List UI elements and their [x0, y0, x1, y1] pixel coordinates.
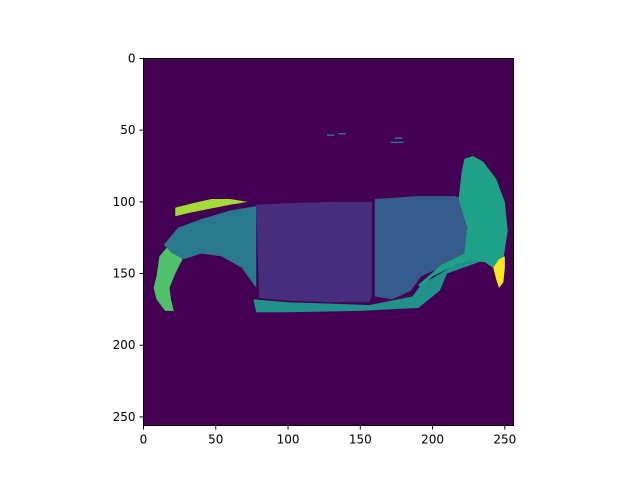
segment-roof-fragment-4: [390, 141, 404, 144]
segment-roof-fragment-3: [394, 137, 403, 139]
segmentation-image: [143, 58, 514, 426]
x-tick-label: 150: [349, 433, 372, 447]
x-tick-label: 50: [208, 433, 223, 447]
axes-frame: [143, 58, 514, 426]
segment-rocker-panel: [253, 260, 484, 313]
segment-headlight-strip: [175, 198, 248, 217]
y-tick-label: 200: [113, 338, 136, 352]
y-tick-label: 50: [120, 123, 135, 137]
x-tick-label: 250: [493, 433, 516, 447]
x-tick-label: 200: [421, 433, 444, 447]
segment-front-fender: [163, 206, 257, 288]
y-axis: 0 50 100 150 200 250: [113, 52, 144, 424]
y-tick-label: 100: [113, 195, 136, 209]
y-tick-label: 150: [113, 267, 136, 281]
segment-taillight: [493, 256, 505, 288]
segment-roof-fragment-1: [327, 134, 335, 136]
segment-rear-quarter: [418, 155, 508, 288]
x-axis: 0 50 100 150 200 250: [140, 425, 516, 447]
x-tick-label: 100: [277, 433, 300, 447]
x-tick-label: 0: [140, 433, 148, 447]
y-tick-label: 0: [128, 52, 136, 66]
segment-rear-door: [374, 196, 468, 300]
segment-roof-fragment-2: [338, 133, 346, 135]
segment-front-wheel-arch: [153, 247, 183, 311]
y-tick-label: 250: [113, 410, 136, 424]
segment-front-door: [256, 201, 372, 303]
